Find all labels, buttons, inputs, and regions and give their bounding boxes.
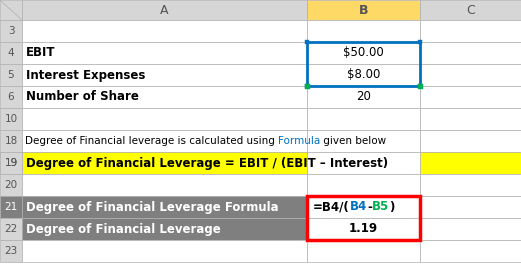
Bar xyxy=(307,64,420,86)
Bar xyxy=(420,108,521,130)
Bar xyxy=(0,152,22,174)
Bar xyxy=(307,196,420,240)
Bar xyxy=(22,152,307,174)
Bar xyxy=(0,108,22,130)
Text: B: B xyxy=(359,4,368,17)
Bar xyxy=(307,42,420,86)
Bar xyxy=(22,20,307,42)
Bar xyxy=(307,42,420,64)
Bar xyxy=(307,108,420,130)
Text: B5: B5 xyxy=(372,200,389,214)
Text: 1.19: 1.19 xyxy=(349,222,378,236)
Bar xyxy=(420,218,521,240)
Text: given below: given below xyxy=(320,136,387,146)
Text: 10: 10 xyxy=(5,114,18,124)
Text: $8.00: $8.00 xyxy=(347,69,380,82)
Bar xyxy=(307,20,420,42)
Bar xyxy=(22,42,307,64)
Text: 6: 6 xyxy=(8,92,14,102)
Text: 4: 4 xyxy=(8,48,14,58)
Bar xyxy=(307,218,420,240)
Bar xyxy=(22,86,307,108)
Text: B4: B4 xyxy=(350,200,367,214)
Text: 20: 20 xyxy=(356,91,371,104)
Bar xyxy=(420,86,521,108)
Text: Interest Expenses: Interest Expenses xyxy=(26,69,145,82)
Bar xyxy=(22,174,307,196)
Bar xyxy=(420,174,521,196)
Bar xyxy=(22,218,307,240)
Bar xyxy=(420,64,521,86)
Bar xyxy=(305,40,309,44)
Bar xyxy=(307,174,420,196)
Bar xyxy=(22,240,307,262)
Text: 22: 22 xyxy=(4,224,18,234)
Bar xyxy=(418,40,422,44)
Text: Degree of Financial Leverage Formula: Degree of Financial Leverage Formula xyxy=(26,200,279,214)
Text: ): ) xyxy=(389,200,394,214)
Bar xyxy=(305,84,309,88)
Bar xyxy=(22,196,307,218)
Bar xyxy=(22,0,307,20)
Text: 19: 19 xyxy=(4,158,18,168)
Bar xyxy=(0,130,22,152)
Text: 20: 20 xyxy=(5,180,18,190)
Bar xyxy=(22,130,307,152)
Bar xyxy=(0,0,22,20)
Bar xyxy=(420,130,521,152)
Bar xyxy=(0,196,22,218)
Bar xyxy=(420,0,521,20)
Text: Degree of Financial Leverage: Degree of Financial Leverage xyxy=(26,222,221,236)
Bar xyxy=(0,196,22,218)
Text: Degree of Financial Leverage = EBIT / (EBIT – Interest): Degree of Financial Leverage = EBIT / (E… xyxy=(26,156,388,169)
Text: Number of Share: Number of Share xyxy=(26,91,139,104)
Text: C: C xyxy=(466,4,475,17)
Text: -: - xyxy=(367,200,372,214)
Bar xyxy=(307,130,420,152)
Text: 23: 23 xyxy=(4,246,18,256)
Bar xyxy=(304,84,309,88)
Bar xyxy=(0,152,22,174)
Text: 5: 5 xyxy=(8,70,14,80)
Bar xyxy=(418,84,422,88)
Bar xyxy=(307,152,420,174)
Text: Formula: Formula xyxy=(278,136,320,146)
Bar xyxy=(0,86,22,108)
Text: 21: 21 xyxy=(4,202,18,212)
Bar xyxy=(307,240,420,262)
Bar xyxy=(0,20,22,42)
Bar xyxy=(307,86,420,108)
Bar xyxy=(307,0,420,20)
Text: =B4/(: =B4/( xyxy=(313,200,350,214)
Bar xyxy=(420,152,521,174)
Bar xyxy=(417,84,423,88)
Bar xyxy=(307,196,420,218)
Bar xyxy=(420,196,521,218)
Bar xyxy=(0,240,22,262)
Text: $50.00: $50.00 xyxy=(343,47,384,60)
Text: 19: 19 xyxy=(4,158,18,168)
Text: Degree of Financial leverage is calculated using: Degree of Financial leverage is calculat… xyxy=(25,136,278,146)
Bar xyxy=(420,42,521,64)
Bar xyxy=(22,64,307,86)
Text: A: A xyxy=(160,4,169,17)
Text: EBIT: EBIT xyxy=(26,47,56,60)
Text: 18: 18 xyxy=(4,136,18,146)
Text: 3: 3 xyxy=(8,26,14,36)
Bar xyxy=(420,240,521,262)
Bar xyxy=(0,42,22,64)
Bar xyxy=(0,174,22,196)
Bar xyxy=(0,64,22,86)
Bar xyxy=(420,20,521,42)
Bar xyxy=(22,108,307,130)
Bar xyxy=(0,218,22,240)
